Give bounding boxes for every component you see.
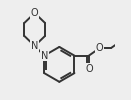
Text: N: N [40,51,48,61]
Text: O: O [85,64,93,74]
Text: O: O [31,8,39,18]
Text: N: N [31,41,38,51]
Text: O: O [96,43,104,53]
